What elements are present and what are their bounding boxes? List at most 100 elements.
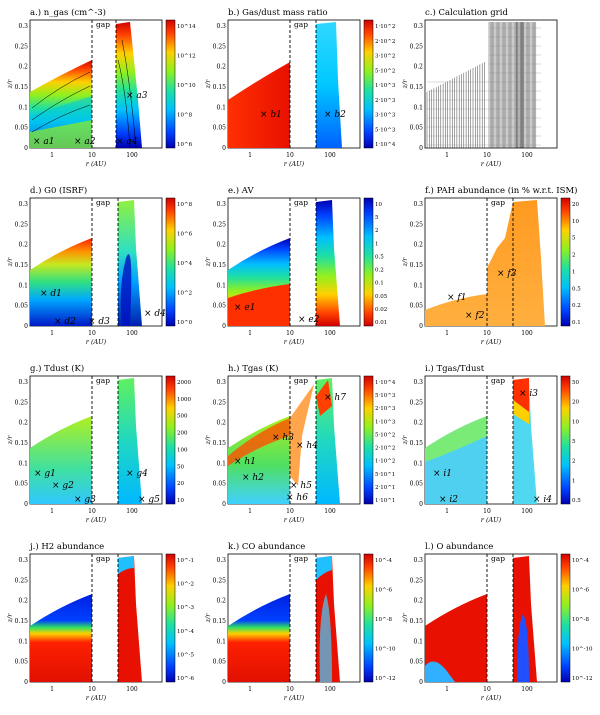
panel-k-title: k.) CO abundance xyxy=(228,541,305,552)
x-axis-label: r (AU) xyxy=(481,160,502,168)
colorbar-tick-label: 1·10^4 xyxy=(375,379,396,386)
y-tick-label: 0 xyxy=(24,323,28,330)
colorbar-tick-label: 10^10 xyxy=(177,82,196,89)
y-tick-label: 0.05 xyxy=(15,125,29,132)
x-tick-label: 1 xyxy=(445,330,449,337)
marker-f1: × f1 xyxy=(447,293,466,303)
x-axis-label: r (AU) xyxy=(284,338,305,346)
x-tick-label: 100 xyxy=(521,686,533,693)
panel-e-title: e.) AV xyxy=(228,185,254,196)
y-axis-label: z/r xyxy=(401,613,409,624)
marker-g4: × g4 xyxy=(126,469,148,479)
y-axis-label: z/r xyxy=(204,435,212,446)
panel-a-colorbar xyxy=(165,19,176,149)
y-tick-label: 0.15 xyxy=(15,84,29,91)
panel-d-title: d.) G0 (ISRF) xyxy=(30,185,87,196)
marker-g2: × g2 xyxy=(52,481,74,491)
marker-d3: × d3 xyxy=(88,317,110,327)
y-tick-label: 0.25 xyxy=(15,399,29,406)
x-tick-label: 10 xyxy=(286,508,294,515)
y-tick-label: 0.05 xyxy=(15,481,29,488)
x-tick-label: 100 xyxy=(324,508,336,515)
x-axis-label: r (AU) xyxy=(481,694,502,702)
colorbar-tick-label: 2 xyxy=(375,228,379,234)
colorbar-tick-label: 2 xyxy=(572,459,576,465)
colorbar-tick-label: 1·10^3 xyxy=(375,418,396,425)
marker-h7: × h7 xyxy=(324,393,346,403)
y-tick-label: 0.3 xyxy=(413,23,423,30)
panel-b: gap × b1 × b2 xyxy=(227,19,361,149)
marker-a4: × a4 xyxy=(116,137,138,147)
y-tick-label: 0.05 xyxy=(213,481,227,488)
colorbar-tick-label: 0.1 xyxy=(572,320,581,326)
x-tick-label: 1 xyxy=(50,508,54,515)
panel-b-colorbar xyxy=(363,19,374,149)
colorbar-tick-label: 0.2 xyxy=(375,268,384,274)
colorbar-tick-label: 10^-12 xyxy=(572,675,592,682)
colorbar-tick-label: 5·10^2 xyxy=(375,67,395,74)
y-tick-label: 0.1 xyxy=(413,282,423,289)
y-tick-label: 0.05 xyxy=(410,303,424,310)
colorbar-tick-label: 10 xyxy=(375,202,382,208)
y-tick-label: 0 xyxy=(222,679,226,686)
y-tick-label: 0.15 xyxy=(15,262,29,269)
y-tick-label: 0 xyxy=(24,501,28,508)
colorbar-tick-label: 10^-6 xyxy=(177,675,194,682)
colorbar-tick-label: 10^-10 xyxy=(572,646,593,653)
y-tick-label: 0.2 xyxy=(413,420,423,427)
gap-label: gap xyxy=(491,198,505,207)
marker-e1: × e1 xyxy=(234,303,255,313)
colorbar-tick-label: 10^6 xyxy=(177,141,193,148)
panel-j: gap xyxy=(29,553,163,683)
panel-f-colorbar xyxy=(560,197,571,327)
x-tick-label: 100 xyxy=(521,330,533,337)
colorbar-tick-label: 20 xyxy=(572,202,579,208)
x-tick-label: 100 xyxy=(324,330,336,337)
y-tick-label: 0.25 xyxy=(410,43,424,50)
panel-a-title: a.) n_gas (cm^-3) xyxy=(30,7,106,18)
x-tick-label: 1 xyxy=(248,686,252,693)
panel-f-disk xyxy=(425,200,545,326)
x-axis-label: r (AU) xyxy=(284,694,305,702)
colorbar-tick-label: 1·10^3 xyxy=(375,82,396,89)
panel-k: gap xyxy=(227,553,361,683)
y-tick-label: 0 xyxy=(419,679,423,686)
colorbar-tick-label: 200 xyxy=(177,431,188,437)
colorbar-tick-label: 10^4 xyxy=(177,260,193,267)
x-tick-label: 10 xyxy=(88,330,96,337)
x-tick-label: 1 xyxy=(50,686,54,693)
y-tick-label: 0.15 xyxy=(213,84,227,91)
panel-c-grid xyxy=(426,22,541,148)
colorbar-tick-label: 5·10^2 xyxy=(375,431,395,438)
y-axis-label: z/r xyxy=(6,257,14,268)
marker-h2: × h2 xyxy=(242,473,264,483)
y-tick-label: 0.1 xyxy=(413,460,423,467)
x-tick-label: 1 xyxy=(445,686,449,693)
panel-b-inner-disk xyxy=(228,62,290,148)
x-tick-label: 10 xyxy=(286,686,294,693)
panel-h-colorbar xyxy=(363,375,374,505)
gap-label: gap xyxy=(96,198,110,207)
panel-d: gap × d1 × d2 × d3 × d4 xyxy=(29,197,166,327)
panel-k-colorbar xyxy=(363,553,374,683)
x-tick-label: 100 xyxy=(324,686,336,693)
panel-k-inner-disk xyxy=(228,594,290,682)
y-tick-label: 0.1 xyxy=(216,460,226,467)
y-axis-label: z/r xyxy=(204,79,212,90)
marker-a2: × a2 xyxy=(74,137,96,147)
x-tick-label: 100 xyxy=(324,152,336,159)
marker-h6: × h6 xyxy=(286,493,308,503)
y-tick-label: 0.25 xyxy=(15,43,29,50)
y-tick-label: 0.1 xyxy=(216,104,226,111)
colorbar-tick-label: 10^8 xyxy=(177,112,193,119)
x-axis-label: r (AU) xyxy=(481,338,502,346)
marker-e2: × e2 xyxy=(298,315,320,325)
panel-d-colorbar xyxy=(165,197,176,327)
colorbar-tick-label: 5·10^1 xyxy=(375,471,395,478)
marker-f3: × f3 xyxy=(497,269,517,279)
x-tick-label: 10 xyxy=(483,330,491,337)
x-tick-label: 100 xyxy=(126,686,138,693)
colorbar-tick-label: 5 xyxy=(375,215,379,221)
colorbar-tick-label: 10^-8 xyxy=(375,616,392,623)
